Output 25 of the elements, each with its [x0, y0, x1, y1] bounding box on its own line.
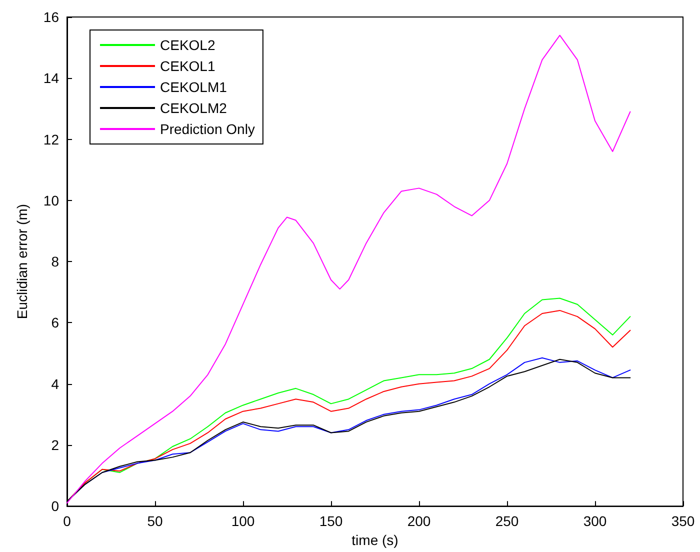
- y-tick-label: 8: [51, 254, 60, 270]
- x-tick-label: 250: [495, 513, 519, 530]
- y-axis-title: Euclidian error (m): [14, 204, 30, 320]
- y-tick-label: 6: [51, 314, 60, 331]
- legend-label: CEKOL2: [160, 37, 216, 53]
- x-tick-label: 150: [319, 513, 343, 530]
- y-tick-label: 2: [51, 436, 60, 453]
- legend-label: CEKOL1: [160, 58, 216, 74]
- y-tick-label: 14: [43, 70, 60, 86]
- y-tick-label: 10: [43, 192, 60, 208]
- x-tick-label: 300: [583, 513, 607, 530]
- x-tick-label: 0: [63, 513, 72, 530]
- line-series: [66, 34, 631, 504]
- legend-label: CEKOLM1: [160, 79, 228, 95]
- y-tick-label: 4: [51, 376, 60, 392]
- legend-label: CEKOLM2: [160, 100, 228, 116]
- legend-label: Prediction Only: [160, 121, 255, 137]
- y-tick-label: 16: [43, 9, 60, 25]
- x-tick-label: 100: [231, 513, 255, 530]
- y-tick-label: 12: [43, 131, 60, 148]
- x-tick-label: 350: [671, 513, 695, 530]
- x-axis-title: time (s): [352, 532, 398, 548]
- y-tick-label: 0: [51, 498, 60, 514]
- x-tick-label: 50: [147, 513, 163, 530]
- x-tick-label: 200: [407, 513, 431, 530]
